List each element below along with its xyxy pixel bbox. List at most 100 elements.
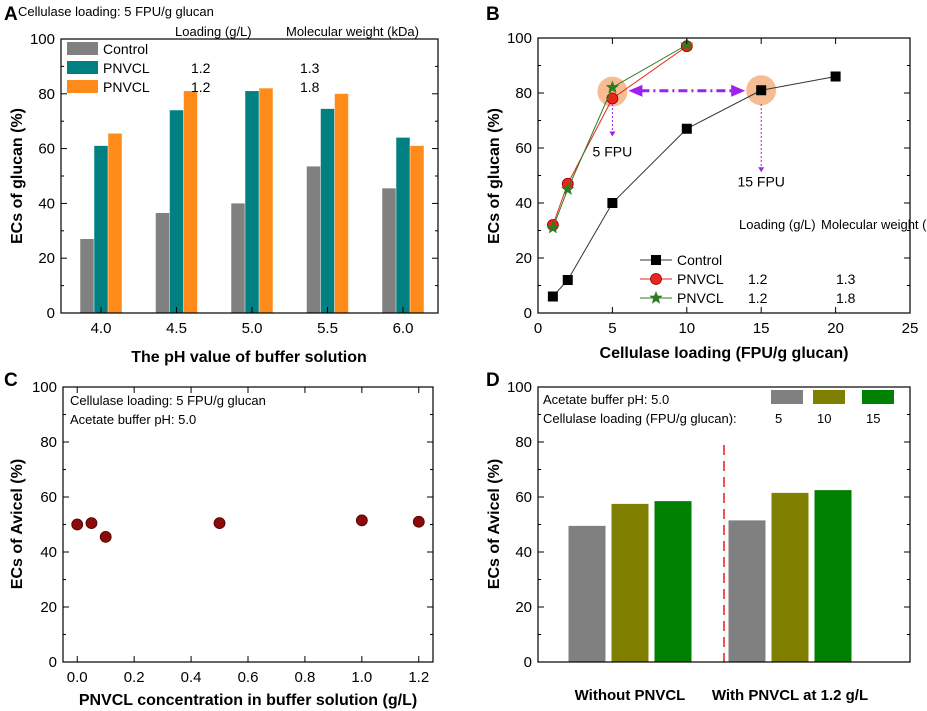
y-tick-label: 20 xyxy=(38,250,55,267)
x-tick-label: 0 xyxy=(534,320,542,337)
legend-mw-1: 1.3 xyxy=(836,271,856,287)
y-tick-label: 0 xyxy=(47,305,55,322)
y-tick-label: 100 xyxy=(507,30,532,47)
bar-0-1 xyxy=(94,145,108,313)
x-tick-label: 0.2 xyxy=(124,669,145,686)
legend-loading-1: 1.2 xyxy=(748,271,768,287)
y-tick-label: 0 xyxy=(524,305,532,322)
legend-label-0: Control xyxy=(677,252,722,268)
x-tick-label: 10 xyxy=(678,320,695,337)
y-tick-label: 60 xyxy=(38,141,55,158)
series-line-2 xyxy=(552,44,688,228)
x-category-label: With PNVCL at 1.2 g/L xyxy=(712,687,868,704)
bar-2-2 xyxy=(259,88,273,313)
x-tick-label: 1.0 xyxy=(351,669,372,686)
marker-square xyxy=(756,85,767,96)
x-axis-title: PNVCL concentration in buffer solution (… xyxy=(79,692,417,709)
legend-label-1: PNVCL xyxy=(103,60,150,76)
bar-0-0 xyxy=(80,239,94,313)
x-tick-label: 1.2 xyxy=(408,669,429,686)
legend-mw-2: 1.8 xyxy=(300,79,320,95)
y-axis-title: ECs of glucan (%) xyxy=(486,108,503,244)
y-tick-label: 60 xyxy=(515,140,532,157)
scatter-point xyxy=(71,518,84,531)
x-tick-label: 5.5 xyxy=(317,320,338,337)
panel-a: A Cellulase loading: 5 FPU/g glucan Loadin… xyxy=(4,4,439,366)
legend-label-0: Control xyxy=(103,41,148,57)
bar-2-0 xyxy=(231,203,245,313)
comparison-arrowhead-right xyxy=(731,84,746,97)
label-15fpu: 15 FPU xyxy=(737,174,784,190)
bar-1-0 xyxy=(728,520,766,662)
marker-star xyxy=(546,220,560,234)
panel-label: A xyxy=(4,4,18,25)
y-tick-label: 40 xyxy=(515,544,532,561)
marker-star xyxy=(561,182,575,195)
comparison-arrowhead-left xyxy=(628,84,643,97)
y-tick-label: 80 xyxy=(515,85,532,102)
bar-1-0 xyxy=(155,212,170,313)
legend-swatch-1 xyxy=(813,390,845,404)
scatter-point xyxy=(213,517,226,530)
y-tick-label: 0 xyxy=(49,654,57,671)
x-tick-label: 4.0 xyxy=(91,320,112,337)
y-axis-title: ECs of glucan (%) xyxy=(9,108,26,244)
legend-label-1: PNVCL xyxy=(677,271,724,287)
y-tick-label: 40 xyxy=(515,195,532,212)
y-tick-label: 20 xyxy=(40,599,57,616)
panel-b: B 5 FPU 15 FPU 0 20 40 60 80 100 0 5 10 15 20 25 Loadin… xyxy=(486,4,927,362)
label-5fpu: 5 FPU xyxy=(593,143,633,159)
bar-4-1 xyxy=(396,137,410,313)
marker-square xyxy=(607,198,618,208)
marker-star xyxy=(605,80,620,94)
legend-swatch-0 xyxy=(67,42,98,55)
bar-0-0 xyxy=(568,525,606,662)
panel-label: C xyxy=(4,370,18,391)
legend-header-mw: Molecular weight (kDa) xyxy=(821,217,927,232)
bar-3-1 xyxy=(320,108,335,314)
bar-0-2 xyxy=(108,133,122,313)
legend-label-2: PNVCL xyxy=(103,79,150,95)
arrowhead-15fpu xyxy=(758,167,765,173)
bar-2-1 xyxy=(245,91,259,313)
legend-label-2: PNVCL xyxy=(677,290,724,306)
legend-marker-star xyxy=(649,291,663,304)
legend-swatch-2 xyxy=(862,390,894,404)
legend-label-0: 5 xyxy=(775,411,782,426)
bar-3-0 xyxy=(306,166,321,313)
y-tick-label: 100 xyxy=(30,31,55,48)
legend-label-2: 15 xyxy=(866,411,880,426)
legend-header-loading: Loading (g/L) xyxy=(175,24,252,39)
bar-0-1 xyxy=(611,503,649,662)
highlight-5fpu xyxy=(597,76,628,107)
x-tick-label: 20 xyxy=(827,320,844,337)
y-axis-title: ECs of Avicel (%) xyxy=(9,459,26,589)
bar-1-1 xyxy=(169,110,184,314)
marker-square xyxy=(681,123,692,134)
y-tick-label: 60 xyxy=(515,489,532,506)
y-axis-title: ECs of Avicel (%) xyxy=(486,459,503,589)
legend-swatch-0 xyxy=(771,390,803,404)
scatter-point xyxy=(85,517,98,530)
panel-label: D xyxy=(486,370,500,391)
cellulase-loading-note: Cellulase loading: 5 FPU/g glucan xyxy=(18,4,214,19)
bar-1-2 xyxy=(814,490,852,662)
scatter-point xyxy=(355,514,368,527)
bar-1-1 xyxy=(771,492,809,662)
legend-swatch-1 xyxy=(67,61,98,74)
legend-loading-2: 1.2 xyxy=(748,290,768,306)
x-axis-title: The pH value of buffer solution xyxy=(131,349,367,366)
x-tick-label: 0.6 xyxy=(238,669,259,686)
x-tick-label: 0.4 xyxy=(181,669,202,686)
panel-label: B xyxy=(486,4,500,25)
panel-c-frame xyxy=(62,386,434,663)
scatter-point xyxy=(99,530,112,543)
marker-square xyxy=(547,291,558,302)
cellulase-loading-note: Cellulase loading: 5 FPU/g glucan xyxy=(70,393,266,408)
legend-header-mw: Molecular weight (kDa) xyxy=(286,24,419,39)
marker-star xyxy=(680,37,694,51)
legend-marker-circle xyxy=(650,273,662,285)
scatter-point xyxy=(412,515,425,528)
panel-d: D Without PNVCL With PNVCL at 1.2 g/L 0 20 40… xyxy=(486,370,911,704)
